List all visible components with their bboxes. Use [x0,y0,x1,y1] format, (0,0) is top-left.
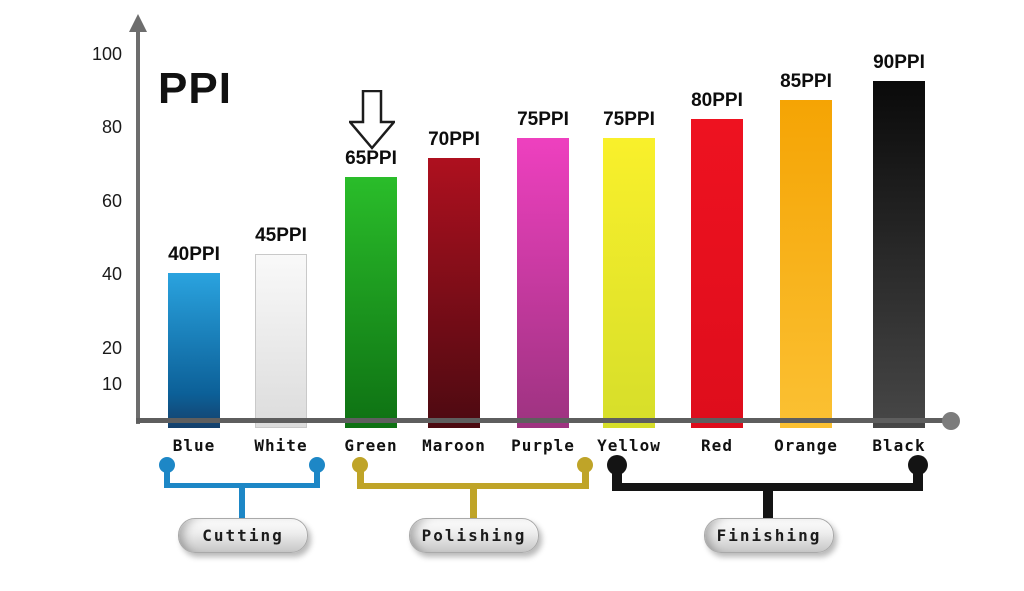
x-axis-label-orange: Orange [774,436,838,455]
bar-blue [168,273,220,428]
y-tick-40: 40 [101,264,122,284]
bar-red [691,119,743,428]
bar-value-label-black: 90PPI [873,52,925,73]
bar-green [345,177,397,428]
bar-value-label-green: 65PPI [345,148,397,169]
bar-value-label-blue: 40PPI [168,244,220,265]
bar-value-label-purple: 75PPI [517,109,569,130]
x-axis-label-white: White [254,436,308,455]
x-axis-label-red: Red [701,436,733,455]
bar-yellow [603,138,655,428]
x-axis-label-purple: Purple [511,436,575,455]
bar-orange [780,100,832,428]
group-stem-right-cutting [314,465,320,488]
bar-maroon [428,158,480,428]
bar-value-label-orange: 85PPI [780,71,832,92]
group-stem-left-cutting [164,465,170,488]
y-tick-60: 60 [101,191,122,211]
y-tick-10: 10 [101,374,122,394]
y-axis-arrowhead-icon [129,14,147,32]
y-axis-line [136,30,140,424]
group-button-finishing[interactable]: Finishing [704,518,834,553]
bar-value-label-white: 45PPI [255,225,307,246]
y-tick-20: 20 [101,338,122,358]
bar-purple [517,138,569,428]
x-axis-line [136,418,948,423]
chart-title: PPI [158,64,232,113]
bar-black [873,81,925,428]
group-center-stem-cutting [239,483,245,520]
y-tick-80: 80 [101,117,122,137]
bar-value-label-yellow: 75PPI [603,109,655,130]
x-axis-label-green: Green [344,436,398,455]
group-center-stem-polishing [469,483,477,520]
bar-value-label-maroon: 70PPI [428,129,480,150]
x-axis-label-yellow: Yellow [597,436,661,455]
x-axis-label-maroon: Maroon [422,436,486,455]
group-stem-left-finishing [612,465,622,491]
group-button-polishing[interactable]: Polishing [409,518,539,553]
axis-end-dot-icon [942,412,960,430]
x-axis-label-blue: Blue [172,436,216,455]
group-button-cutting[interactable]: Cutting [178,518,308,553]
group-center-stem-finishing [763,483,773,520]
bar-white [255,254,307,428]
group-stem-left-polishing [356,465,364,489]
y-tick-100: 100 [91,44,122,64]
x-axis-label-black: Black [872,436,926,455]
bar-value-label-red: 80PPI [691,90,743,111]
down-arrow-icon [349,90,395,150]
group-stem-right-finishing [913,465,923,491]
group-stem-right-polishing [581,465,589,489]
